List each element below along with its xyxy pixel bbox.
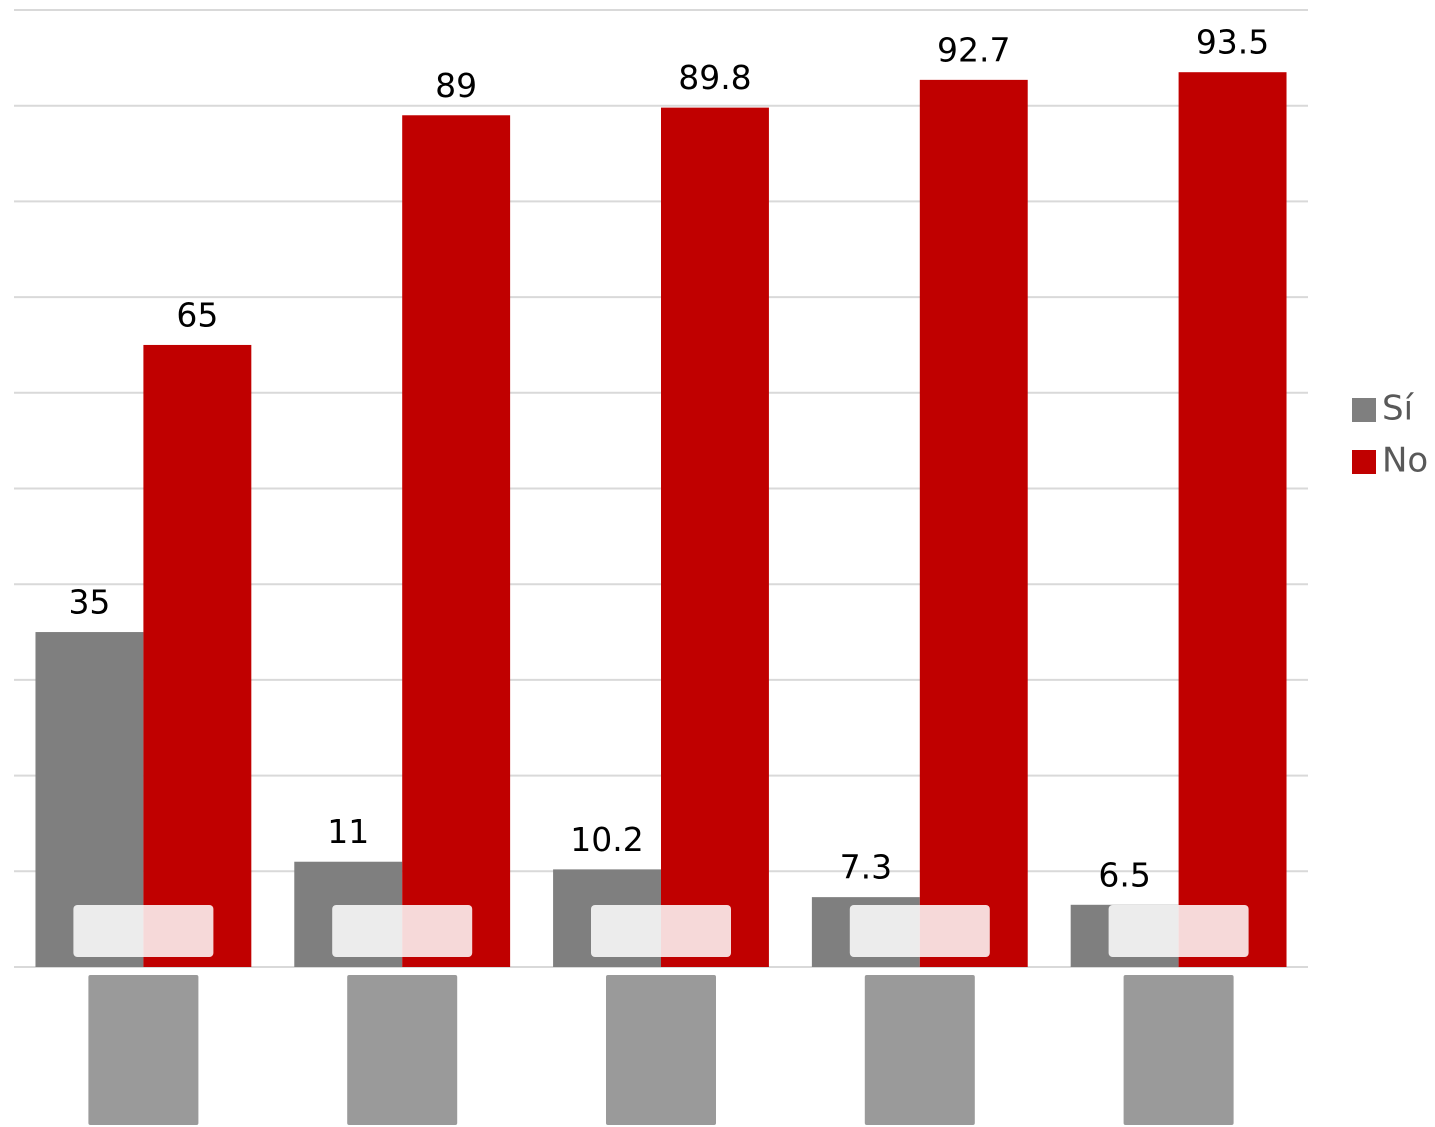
candidate-photo — [864, 975, 975, 1125]
bar — [402, 115, 511, 967]
candidate-photo — [347, 975, 458, 1125]
legend-label: Sí — [1382, 389, 1415, 429]
candidate-photo — [606, 975, 716, 1125]
value-label: 93.5 — [1196, 23, 1269, 62]
party-logo — [849, 905, 990, 957]
party-logo — [332, 905, 473, 957]
value-label: 89.8 — [678, 58, 751, 97]
candidate-photo — [1123, 975, 1234, 1125]
legend-swatch — [1352, 398, 1376, 422]
party-logo — [73, 905, 214, 957]
party-logo — [591, 905, 731, 957]
legend-swatch — [1352, 450, 1376, 474]
value-label: 6.5 — [1098, 855, 1150, 894]
legend-label: No — [1382, 441, 1428, 481]
bar — [661, 107, 769, 967]
bar — [1178, 72, 1287, 967]
bar — [919, 79, 1028, 967]
value-label: 65 — [176, 295, 218, 334]
bar — [143, 344, 252, 967]
value-label: 89 — [435, 66, 477, 105]
value-label: 35 — [68, 583, 110, 622]
candidate-photo — [88, 975, 199, 1125]
value-label: 10.2 — [570, 820, 643, 859]
value-label: 7.3 — [840, 848, 892, 887]
party-logo — [1108, 905, 1249, 957]
value-label: 11 — [327, 812, 369, 851]
value-label: 92.7 — [937, 30, 1010, 69]
